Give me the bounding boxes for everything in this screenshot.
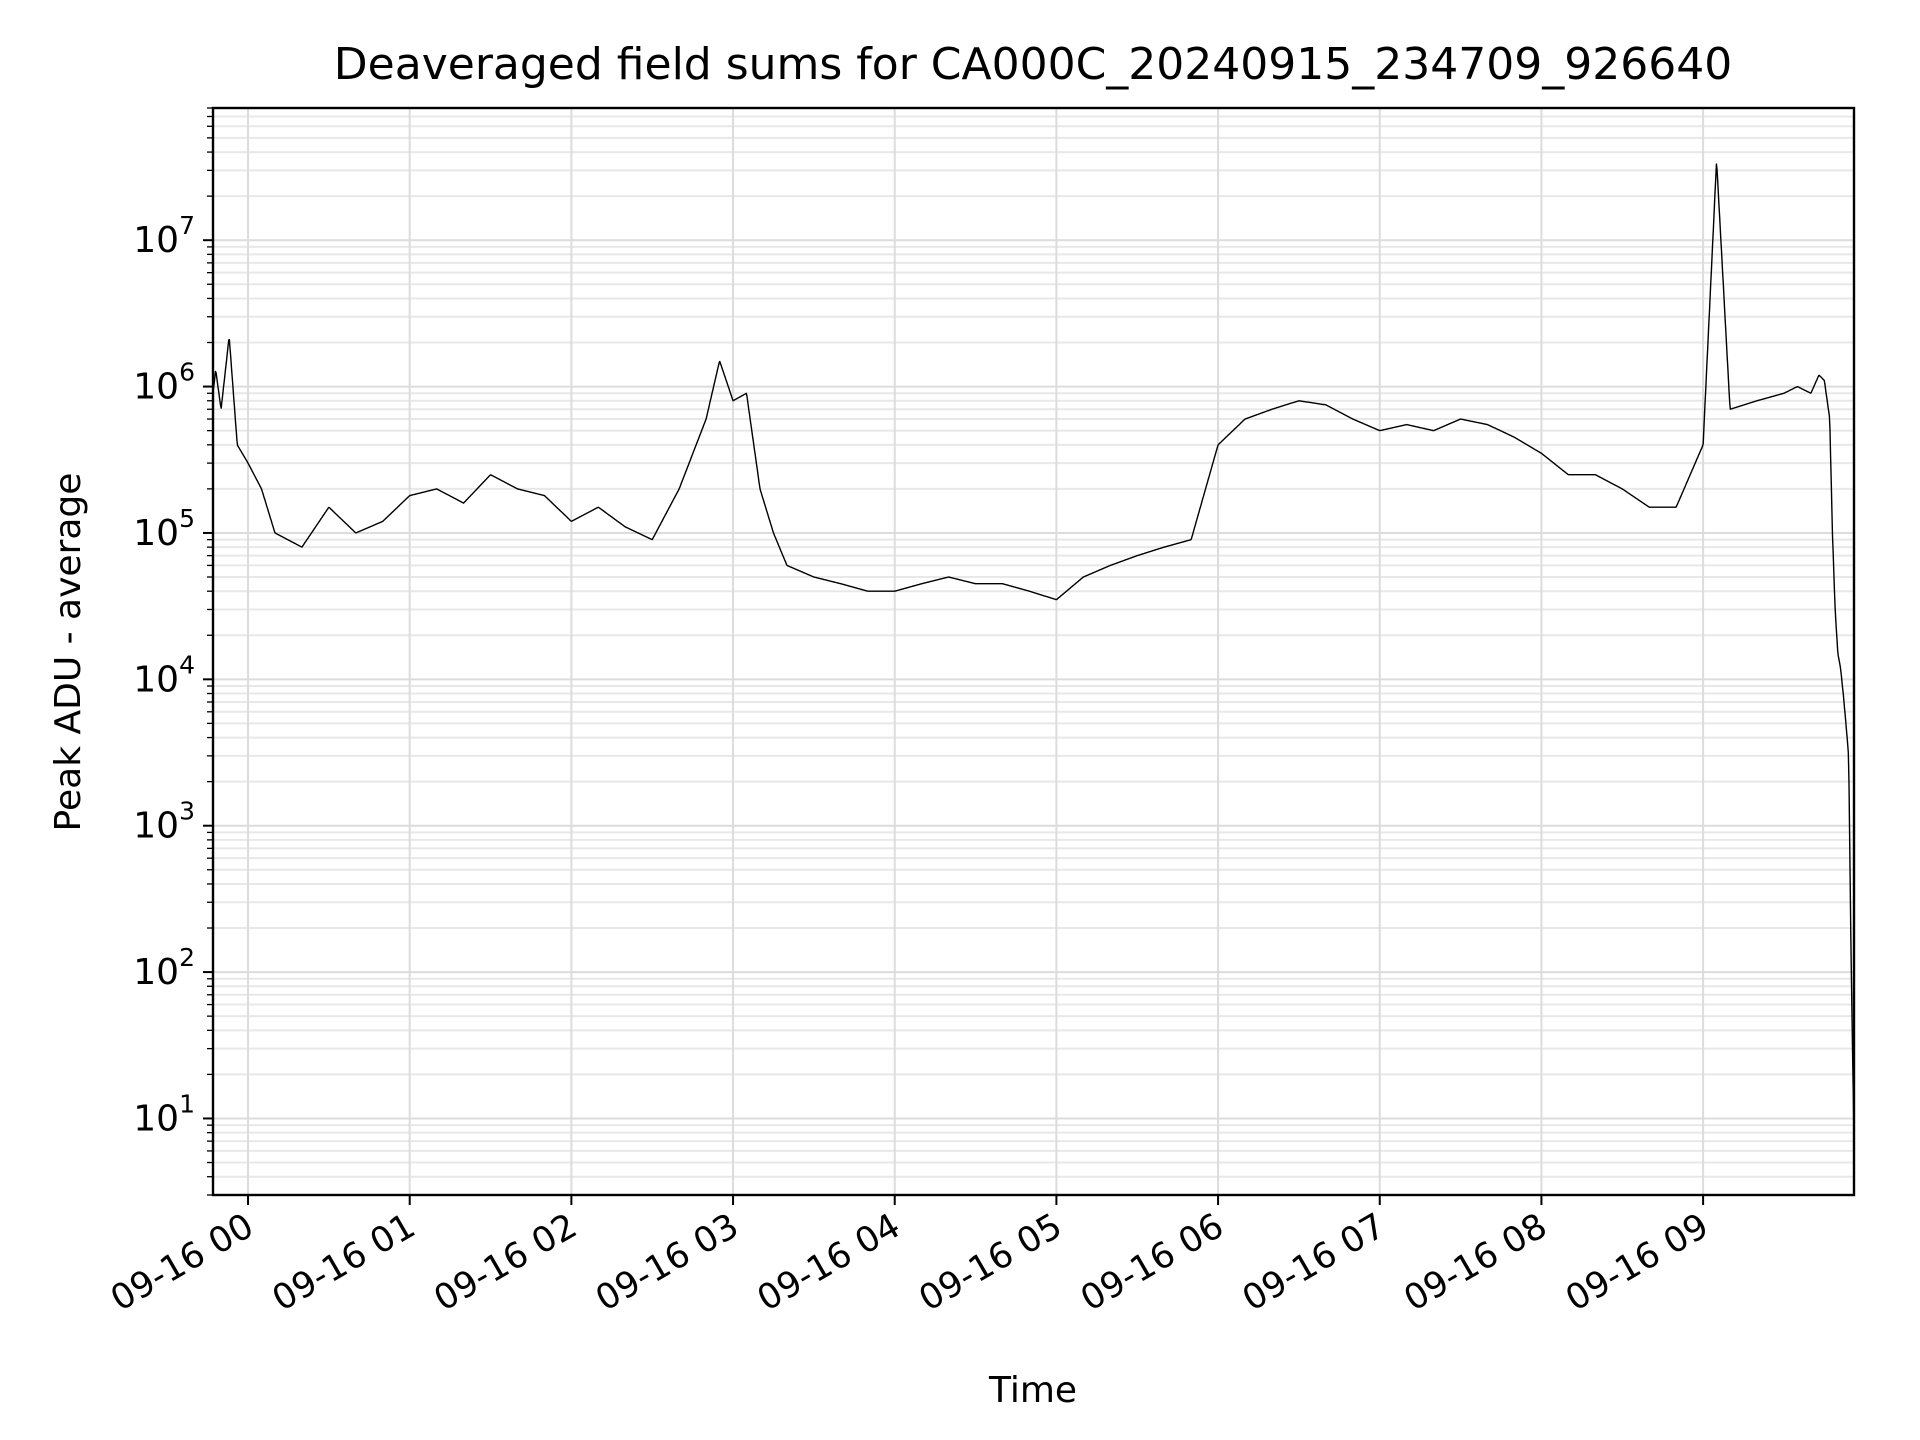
y-tick-label-base: 10 bbox=[133, 367, 179, 408]
y-tick-label: 103 bbox=[133, 797, 195, 847]
y-tick-label-exponent: 3 bbox=[179, 797, 195, 826]
y-tick-label-exponent: 4 bbox=[179, 650, 195, 679]
y-tick-label-base: 10 bbox=[133, 513, 179, 554]
y-tick-label: 106 bbox=[133, 358, 195, 408]
grid bbox=[213, 107, 1854, 1196]
y-tick-label: 104 bbox=[133, 650, 195, 700]
x-axis-label: Time bbox=[988, 1370, 1077, 1411]
y-tick-label-exponent: 5 bbox=[179, 504, 195, 533]
chart-title: Deaveraged field sums for CA000C_2024091… bbox=[334, 39, 1732, 90]
series-line bbox=[212, 163, 1855, 1142]
y-tick-label-base: 10 bbox=[133, 952, 179, 993]
y-tick-label-exponent: 2 bbox=[179, 943, 195, 972]
y-tick-label-exponent: 7 bbox=[179, 211, 195, 240]
y-tick-label-exponent: 6 bbox=[179, 358, 195, 387]
y-tick-label-base: 10 bbox=[133, 1098, 179, 1139]
y-tick-label: 102 bbox=[133, 943, 195, 993]
y-axis-label: Peak ADU - average bbox=[48, 473, 89, 832]
series-layer bbox=[212, 163, 1855, 1142]
plot-frame bbox=[211, 106, 1856, 1197]
y-tick-label-base: 10 bbox=[133, 806, 179, 847]
y-tick-label: 105 bbox=[133, 504, 195, 554]
y-tick-label-base: 10 bbox=[133, 659, 179, 700]
y-tick-label: 107 bbox=[133, 211, 195, 261]
y-tick-label-base: 10 bbox=[133, 220, 179, 261]
y-tick-label-exponent: 1 bbox=[179, 1089, 195, 1118]
y-tick-label: 101 bbox=[133, 1089, 195, 1139]
